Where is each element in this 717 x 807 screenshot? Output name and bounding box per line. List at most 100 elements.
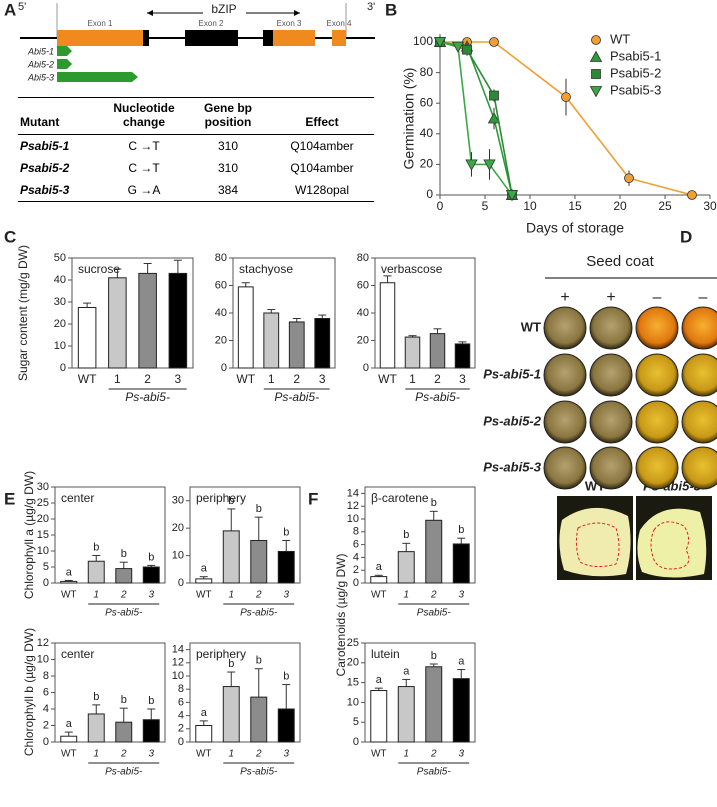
y-tick-label: 20 (54, 318, 66, 330)
y-tick-label: 2 (353, 564, 359, 576)
x-tick-label: 1 (403, 590, 409, 601)
y-tick-label: 10 (54, 340, 66, 352)
x-tick-label: 2 (255, 749, 262, 760)
bar (87, 560, 105, 584)
seed-photo (589, 306, 633, 350)
y-axis-label: Sugar content (mg/g DW) (16, 245, 30, 381)
bar (142, 719, 160, 743)
bar (195, 725, 213, 743)
bar (452, 543, 470, 584)
cell: Psabi5-3 (18, 179, 102, 202)
mutant-table: Mutant Nucleotide change Gene bp positio… (18, 97, 374, 202)
x-tick-label: 1 (114, 372, 121, 386)
arrow-head (147, 10, 153, 16)
marker (487, 112, 501, 124)
bar (277, 708, 295, 743)
bar (138, 272, 157, 369)
significance-letter: a (458, 655, 465, 667)
bar (60, 580, 78, 584)
exon (263, 30, 273, 46)
plot-title: verbascose (381, 262, 443, 276)
marker (589, 50, 603, 62)
row-label: WT (521, 319, 541, 334)
bar (263, 312, 280, 369)
y-tick-label: 30 (54, 296, 66, 308)
bar (397, 551, 415, 584)
y-tick-label: 4 (353, 551, 359, 563)
x-tick-label: WT (371, 749, 387, 760)
marker (505, 190, 519, 202)
column-label: + (606, 289, 615, 306)
significance-letter: b (93, 541, 99, 553)
header-row: Mutant Nucleotide change Gene bp positio… (18, 97, 374, 135)
bar (222, 530, 240, 584)
group-label: Ps-abi5- (240, 608, 278, 619)
row: Psabi5-2 C →T 310 Q104amber (18, 157, 374, 179)
seed-photo (681, 446, 717, 490)
row: Psabi5-1 C →T 310 Q104amber (18, 135, 374, 158)
seed-photo (681, 306, 717, 350)
significance-letter: a (201, 707, 208, 719)
group-label: Ps-abi5- (105, 767, 143, 778)
bar (168, 272, 188, 369)
y-tick-label: 6 (43, 686, 49, 698)
cell: Q104amber (290, 161, 354, 175)
y-tick-label: 10 (172, 670, 184, 682)
row-label: Ps-abi5-1 (483, 366, 541, 381)
x-tick-label: 2 (430, 749, 437, 760)
exon-label: Exon 3 (277, 19, 302, 28)
column-label: + (560, 289, 569, 306)
y-tick-label: 20 (420, 157, 434, 171)
center-outline (575, 522, 620, 568)
y-tick-label: 5 (43, 561, 49, 573)
allele-arrow (57, 46, 72, 56)
row: Psabi5-3 G →A 384 W128opal (18, 179, 374, 202)
cell: Psabi5-1 (20, 139, 70, 153)
y-tick-label: 80 (215, 252, 227, 264)
marker (591, 35, 601, 45)
seed-photo (635, 400, 679, 444)
bar (60, 735, 78, 743)
plot-frame (189, 642, 301, 743)
y-tick-label: 25 (347, 637, 359, 649)
cell: C →T (128, 139, 160, 153)
y-tick-label: 2 (178, 723, 184, 735)
y-tick-label: 60 (215, 279, 227, 291)
x-tick-label: 1 (228, 590, 234, 601)
header-cell: Effect (270, 97, 374, 135)
cell: 310 (217, 161, 239, 175)
x-tick-label: WT (196, 749, 212, 760)
bar (250, 696, 268, 743)
significance-letter: b (403, 529, 409, 541)
panel-label: A (4, 0, 16, 19)
panel-label: C (4, 227, 16, 246)
y-tick-label: 20 (215, 334, 227, 346)
significance-letter: b (121, 548, 127, 560)
plot-title: sucrose (78, 262, 120, 276)
bar (425, 519, 443, 584)
y-tick-label: 20 (357, 334, 369, 346)
y-tick-label: 0 (363, 362, 369, 374)
y-axis-label: Germination (%) (401, 68, 417, 170)
bar (237, 286, 254, 369)
plot-title: periphery (196, 491, 246, 505)
y-tick-label: 10 (347, 696, 359, 708)
y-tick-label: 8 (353, 526, 359, 538)
legend-label: WT (610, 31, 630, 46)
bar (379, 282, 396, 369)
marker (451, 41, 465, 53)
exon (143, 30, 149, 46)
seed-photo (635, 446, 679, 490)
bar (288, 321, 305, 369)
x-tick-label: 1 (93, 749, 99, 760)
significance-letter: a (201, 563, 208, 575)
x-tick-label: 25 (658, 199, 672, 213)
bar (429, 333, 446, 369)
y-tick-label: 0 (43, 577, 49, 589)
x-tick-label: 1 (409, 372, 416, 386)
group-label: Psabi5- (417, 608, 452, 619)
y-tick-label: 100 (413, 34, 433, 48)
significance-letter: a (403, 665, 410, 677)
x-tick-label: WT (371, 590, 387, 601)
